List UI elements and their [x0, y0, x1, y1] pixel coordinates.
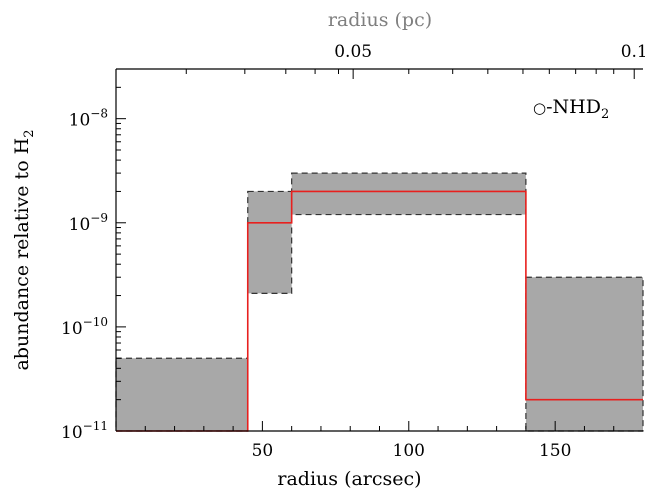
x-tick-label-50: 50 — [252, 441, 274, 461]
axis-titles: radius (arcsec) radius (pc) abundance rela… — [11, 9, 432, 489]
y-tick-label-1: 10−10 — [61, 315, 108, 339]
top-tick-label-0: 0.05 — [334, 42, 372, 62]
uncertainty-band-4 — [525, 276, 644, 432]
tick-labels: 50 100 150 0.05 0.1 10−11 10−10 10−9 10−8 — [61, 42, 645, 461]
uncertainty-bands — [115, 172, 644, 432]
x-axis-title: radius (arcsec) — [277, 468, 421, 489]
y-axis-title: abundance relative to H2 — [11, 129, 37, 370]
y-tick-label-3: 10−8 — [69, 107, 108, 131]
y-tick-label-0: 10−11 — [61, 419, 108, 443]
top-axis-title: radius (pc) — [328, 9, 432, 31]
species-annotation: ○-NHD2 — [533, 96, 609, 122]
uncertainty-band-3 — [291, 172, 527, 216]
uncertainty-band-1 — [115, 357, 249, 432]
x-tick-label-150: 150 — [539, 441, 571, 461]
top-tick-label-1: 0.1 — [621, 42, 645, 62]
species-label: ○-NHD2 — [533, 96, 609, 122]
best-fit-line — [116, 190, 643, 432]
best-fit-profile — [116, 190, 643, 432]
y-tick-label-2: 10−9 — [69, 211, 108, 235]
axes — [115, 68, 643, 432]
uncertainty-band-2 — [247, 190, 293, 294]
x-tick-label-100: 100 — [393, 441, 425, 461]
